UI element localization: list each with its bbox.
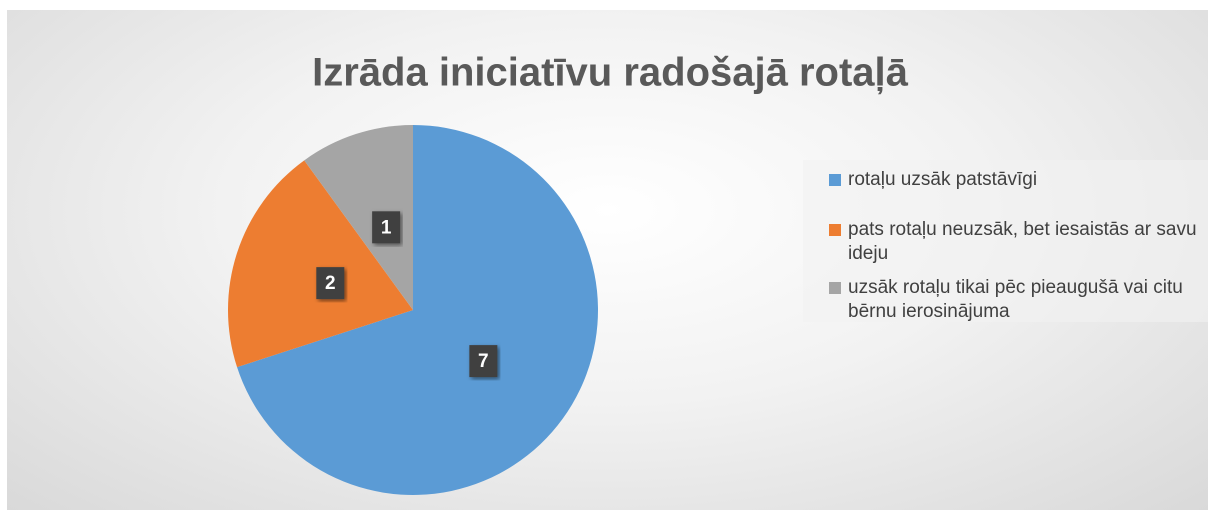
data-label-box	[469, 345, 498, 378]
legend-item: pats rotaļu neuzsāk, bet iesaistās ar sa…	[829, 218, 1208, 266]
pie-slice	[237, 125, 599, 495]
pie-slice	[304, 125, 413, 310]
data-label: 7	[478, 351, 489, 372]
chart: Izrāda iniciatīvu radošajā rotaļā 7 2 1	[227, 51, 909, 495]
chart-area: Izrāda iniciatīvu radošajā rotaļā 7 2 1 ro…	[7, 10, 1208, 510]
legend: rotaļu uzsāk patstāvīgi pats rotaļu neuzs…	[803, 160, 1208, 322]
legend-item: uzsāk rotaļu tikai pēc pieaugušā vai cit…	[829, 276, 1208, 324]
data-label: 2	[325, 273, 336, 294]
legend-label: rotaļu uzsāk patstāvīgi	[848, 169, 1038, 190]
pie-slice	[227, 160, 413, 368]
data-label: 1	[381, 217, 392, 238]
legend-swatch	[829, 282, 841, 294]
data-label-box	[372, 211, 401, 244]
legend-item: rotaļu uzsāk patstāvīgi	[829, 168, 1208, 192]
legend-label: uzsāk rotaļu tikai pēc pieaugušā vai cit…	[848, 277, 1183, 322]
legend-label: pats rotaļu neuzsāk, bet iesaistās ar sa…	[848, 219, 1197, 264]
legend-swatch	[829, 224, 841, 236]
legend-swatch	[829, 174, 841, 186]
chart-title: Izrāda iniciatīvu radošajā rotaļā	[312, 51, 909, 95]
data-label-box	[316, 267, 345, 300]
